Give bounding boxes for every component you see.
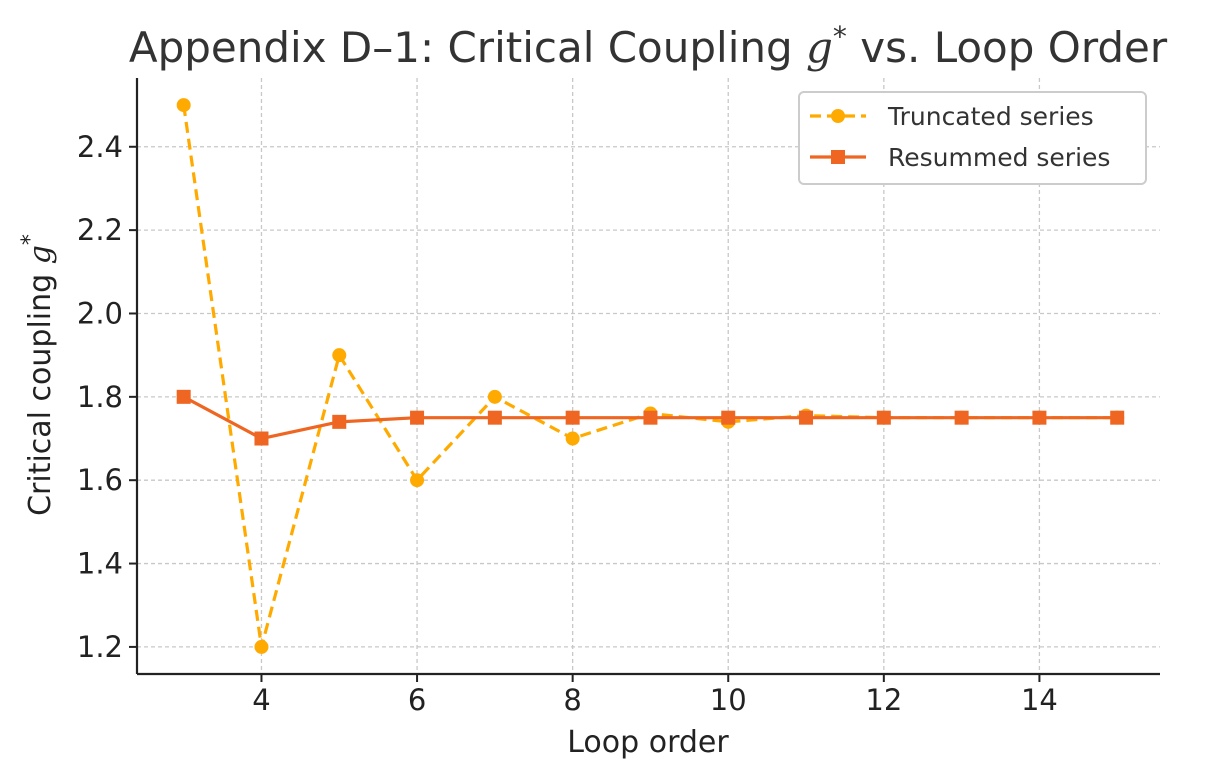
x-tick-label: 12 xyxy=(865,683,902,717)
legend: Truncated series Resummed series xyxy=(798,91,1147,185)
legend-box xyxy=(798,91,1147,185)
data-point xyxy=(254,431,269,446)
data-point xyxy=(332,348,347,363)
chart-title-suffix: vs. Loop Order xyxy=(847,23,1168,72)
data-point xyxy=(876,410,891,425)
legend-entry: Resummed series xyxy=(810,143,1110,172)
x-tick-label: 14 xyxy=(1021,683,1058,717)
y-tick-label: 2.4 xyxy=(77,130,123,164)
data-point xyxy=(799,410,814,425)
data-point xyxy=(565,410,580,425)
data-point xyxy=(1032,410,1047,425)
legend-entry: Truncated series xyxy=(810,102,1094,131)
data-point xyxy=(487,410,502,425)
chart-title-prefix: Appendix D–1: Critical Coupling xyxy=(129,23,806,72)
legend-marker xyxy=(831,150,845,164)
data-point xyxy=(643,410,658,425)
legend-label: Resummed series xyxy=(888,143,1110,172)
y-axis-label-symbol: g xyxy=(23,245,58,264)
data-point xyxy=(176,98,191,113)
data-point xyxy=(410,410,425,425)
x-tick-label: 6 xyxy=(408,683,426,717)
x-axis-label: Loop order xyxy=(567,725,729,760)
legend-label: Truncated series xyxy=(887,102,1094,131)
chart-title-symbol: g xyxy=(806,23,833,72)
data-point xyxy=(954,410,969,425)
chart-title: Appendix D–1: Critical Coupling g* vs. L… xyxy=(129,20,1168,72)
ticks: 4 6 8 10 12 14 1.2 1.4 1.6 1.8 2.0 2.2 2.4 xyxy=(77,130,1058,717)
data-point xyxy=(254,639,269,654)
data-point xyxy=(487,389,502,404)
y-tick-label: 1.4 xyxy=(77,547,123,581)
y-axis-label-prefix: Critical coupling xyxy=(23,264,58,516)
axes xyxy=(135,78,1160,676)
x-tick-label: 8 xyxy=(563,683,581,717)
y-tick-label: 2.2 xyxy=(77,213,123,247)
series-1 xyxy=(176,389,1125,446)
data-point xyxy=(332,414,347,429)
y-tick-label: 1.6 xyxy=(77,463,123,497)
data-point xyxy=(721,410,736,425)
y-axis-label: Critical coupling g* xyxy=(18,234,58,516)
data-point xyxy=(410,473,425,488)
data-point xyxy=(176,389,191,404)
series xyxy=(176,98,1125,654)
y-tick-label: 1.2 xyxy=(77,630,123,664)
x-tick-label: 4 xyxy=(252,683,270,717)
y-axis-label-superscript: * xyxy=(18,234,43,245)
legend-marker xyxy=(831,109,845,123)
data-point xyxy=(1110,410,1125,425)
y-tick-label: 2.0 xyxy=(77,296,123,330)
chart-title-superscript: * xyxy=(833,20,847,53)
series-line xyxy=(182,104,1118,649)
data-point xyxy=(565,431,580,446)
x-tick-label: 10 xyxy=(710,683,747,717)
y-tick-label: 1.8 xyxy=(77,380,123,414)
